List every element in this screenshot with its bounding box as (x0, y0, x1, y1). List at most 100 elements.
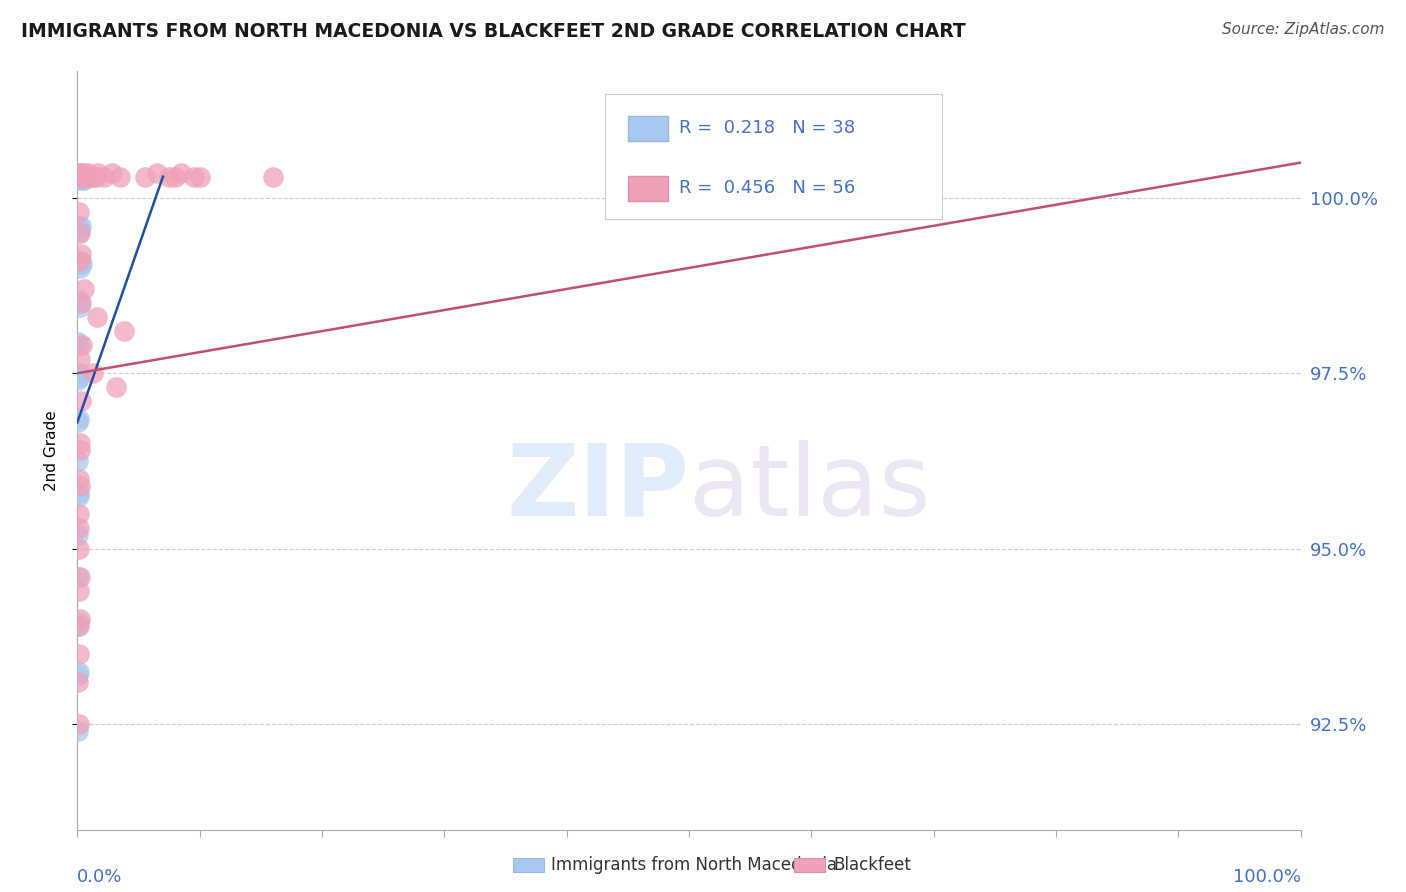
Point (67, 293, 90, 307)
Point (69, 443, 91, 458)
Point (69, 247, 91, 261)
Point (824, 169, 846, 184)
Point (69, 166, 91, 180)
Point (70, 173, 93, 187)
Point (69, 260, 91, 275)
Point (67, 527, 90, 541)
Point (67, 521, 90, 535)
Point (100, 166, 122, 180)
Point (170, 166, 193, 180)
Point (67, 338, 90, 352)
Point (93, 169, 115, 184)
Point (67, 724, 90, 739)
Point (67, 334, 90, 349)
Point (67, 471, 90, 485)
Text: R =  0.456   N = 56: R = 0.456 N = 56 (679, 179, 855, 197)
Point (69, 222, 91, 236)
Point (157, 169, 180, 184)
Point (73, 169, 96, 184)
Point (67, 675, 90, 690)
Point (67, 257, 90, 271)
Point (165, 169, 187, 184)
Point (67, 412, 90, 426)
Point (67, 169, 90, 184)
Point (67, 615, 90, 630)
Point (69, 366, 91, 380)
Point (82, 366, 104, 380)
Point (67, 219, 90, 233)
Point (67, 416, 90, 430)
Text: atlas: atlas (689, 440, 931, 537)
Point (67, 226, 90, 240)
Point (67, 173, 90, 187)
Point (67, 253, 90, 268)
Text: Immigrants from North Macedonia: Immigrants from North Macedonia (551, 856, 837, 874)
Text: R =  0.218   N = 38: R = 0.218 N = 38 (679, 120, 855, 137)
Point (69, 226, 91, 240)
Text: 0.0%: 0.0% (77, 869, 122, 887)
Point (67, 204, 90, 219)
Point (67, 619, 90, 633)
Point (67, 647, 90, 661)
Point (67, 169, 90, 184)
Point (69, 296, 91, 310)
Point (70, 166, 93, 180)
Point (67, 717, 90, 731)
Point (87, 166, 110, 180)
Point (67, 541, 90, 556)
Point (72, 169, 94, 184)
Point (112, 324, 135, 338)
Point (67, 369, 90, 384)
Point (70, 394, 93, 409)
Point (67, 668, 90, 682)
Point (69, 570, 91, 584)
Point (69, 352, 91, 367)
Point (105, 380, 128, 394)
Point (69, 436, 91, 450)
Y-axis label: 2nd Grade: 2nd Grade (44, 410, 59, 491)
Point (69, 300, 91, 314)
Point (84, 169, 107, 184)
Point (73, 282, 96, 296)
Point (67, 507, 90, 521)
Point (69, 478, 91, 492)
Point (69, 612, 91, 626)
Point (70, 338, 93, 352)
Point (67, 485, 90, 500)
Point (67, 489, 90, 503)
Point (82, 169, 104, 184)
Point (262, 169, 284, 184)
Point (70, 169, 93, 184)
Point (67, 454, 90, 468)
Point (86, 310, 108, 324)
Point (67, 665, 90, 679)
Text: Blackfeet: Blackfeet (834, 856, 911, 874)
Point (73, 166, 96, 180)
Point (67, 166, 90, 180)
Point (69, 253, 91, 268)
Point (67, 583, 90, 598)
Point (77, 169, 100, 184)
Point (73, 169, 96, 184)
Point (72, 169, 94, 184)
Point (70, 219, 93, 233)
Point (146, 166, 169, 180)
Point (76, 166, 98, 180)
Point (79, 169, 101, 184)
Text: 100.0%: 100.0% (1233, 869, 1301, 887)
Point (134, 169, 156, 184)
Point (188, 169, 211, 184)
Point (67, 570, 90, 584)
Text: ZIP: ZIP (506, 440, 689, 537)
Text: IMMIGRANTS FROM NORTH MACEDONIA VS BLACKFEET 2ND GRADE CORRELATION CHART: IMMIGRANTS FROM NORTH MACEDONIA VS BLACK… (21, 22, 966, 41)
Point (70, 253, 93, 268)
Point (70, 257, 93, 271)
Point (183, 169, 205, 184)
Point (73, 173, 96, 187)
Point (108, 169, 131, 184)
Point (67, 619, 90, 633)
Point (69, 169, 91, 184)
Point (70, 296, 93, 310)
Point (67, 373, 90, 387)
Point (75, 169, 97, 184)
